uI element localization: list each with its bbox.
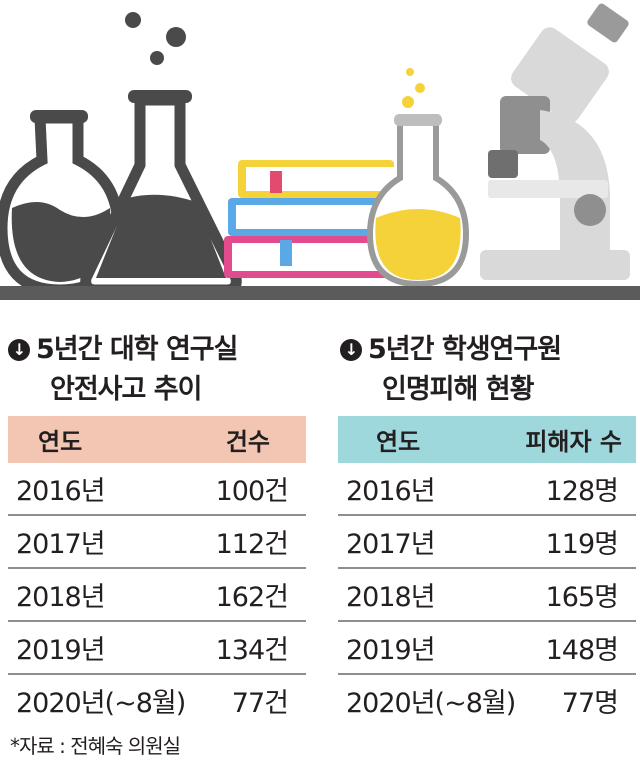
count-cell: 77건	[231, 688, 289, 719]
down-arrow-bullet-icon: ↓	[340, 339, 362, 361]
year-cell: 2019년	[346, 635, 436, 666]
year-cell: 2020년(~8월)	[16, 688, 186, 719]
victims-cell: 165명	[545, 582, 619, 613]
source-note: *자료 : 전혜숙 의원실	[10, 734, 181, 758]
year-cell: 2020년(~8월)	[346, 688, 516, 719]
table-surface	[0, 286, 640, 300]
victims-cell: 148명	[545, 635, 619, 666]
table-row: 2017년 119명	[338, 516, 636, 569]
table-row: 2018년 162건	[8, 569, 306, 622]
left-section-title: ↓ 5년간 대학 연구실 안전사고 추이	[8, 330, 238, 410]
accident-table: 연도 건수 2016년 100건 2017년 112건 2018년 162건 2019…	[8, 416, 306, 726]
left-title-line2: 안전사고 추이	[50, 374, 202, 405]
table-header: 연도 건수	[8, 416, 306, 463]
year-cell: 2018년	[346, 582, 436, 613]
table-row: 2020년(~8월) 77명	[338, 675, 636, 726]
table-row: 2018년 165명	[338, 569, 636, 622]
left-title-line1: 5년간 대학 연구실	[36, 334, 238, 365]
down-arrow-bullet-icon: ↓	[8, 339, 30, 361]
lab-illustration	[0, 3, 640, 300]
table-row: 2017년 112건	[8, 516, 306, 569]
books-icon	[224, 160, 394, 278]
header-victims: 피해자 수	[525, 428, 622, 456]
header-year: 연도	[38, 428, 83, 456]
yellow-flask-icon	[366, 68, 470, 288]
victims-cell: 119명	[545, 529, 619, 560]
table-header: 연도 피해자 수	[338, 416, 636, 463]
count-cell: 112건	[215, 529, 289, 560]
year-cell: 2018년	[16, 582, 106, 613]
table-row: 2019년 134건	[8, 622, 306, 675]
header-count: 건수	[225, 428, 270, 456]
casualty-table: 연도 피해자 수 2016년 128명 2017년 119명 2018년 165명 2…	[338, 416, 636, 726]
count-cell: 100건	[215, 476, 289, 507]
table-row: 2020년(~8월) 77건	[8, 675, 306, 726]
count-cell: 162건	[215, 582, 289, 613]
victims-cell: 77명	[561, 688, 619, 719]
right-title-line1: 5년간 학생연구원	[368, 334, 562, 365]
victims-cell: 128명	[545, 476, 619, 507]
right-section-title: ↓ 5년간 학생연구원 인명피해 현황	[340, 330, 562, 410]
year-cell: 2019년	[16, 635, 106, 666]
table-row: 2019년 148명	[338, 622, 636, 675]
table-row: 2016년 100건	[8, 463, 306, 516]
header-year: 연도	[376, 428, 421, 456]
count-cell: 134건	[215, 635, 289, 666]
year-cell: 2016년	[346, 476, 436, 507]
year-cell: 2017년	[16, 529, 106, 560]
right-title-line2: 인명피해 현황	[382, 374, 534, 405]
year-cell: 2016년	[16, 476, 106, 507]
table-row: 2016년 128명	[338, 463, 636, 516]
year-cell: 2017년	[346, 529, 436, 560]
microscope-icon	[480, 3, 630, 280]
erlenmeyer-flask-icon	[80, 90, 242, 296]
